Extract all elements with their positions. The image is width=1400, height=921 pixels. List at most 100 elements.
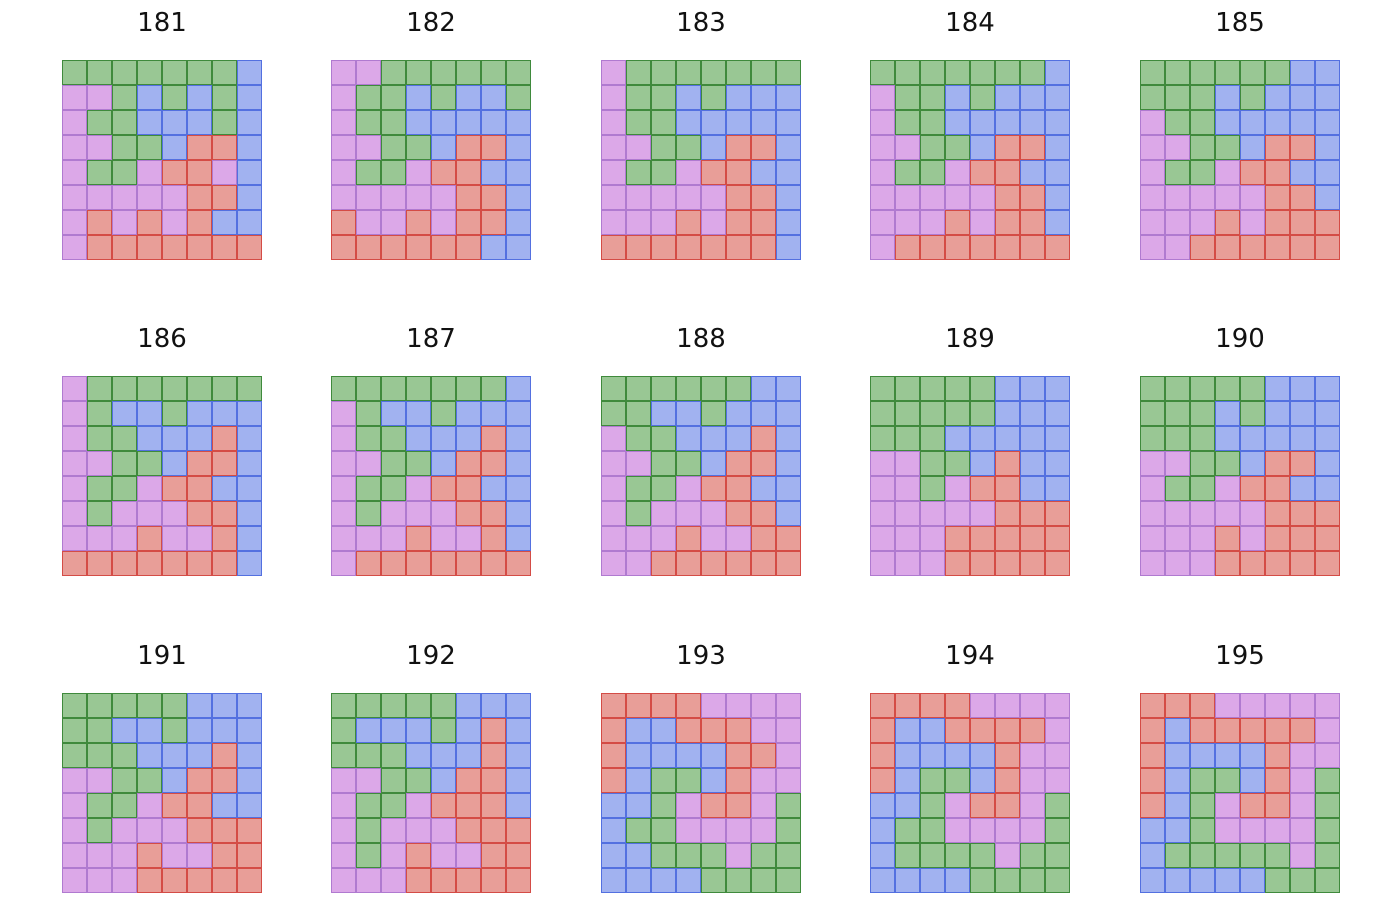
- grid-cell: [112, 768, 137, 793]
- grid-cell: [1215, 235, 1240, 260]
- grid-cell: [431, 526, 456, 551]
- grid-cell: [945, 210, 970, 235]
- grid-cell: [970, 376, 995, 401]
- grid-cell: [1215, 451, 1240, 476]
- grid-cell: [776, 868, 801, 893]
- grid-cell: [1190, 476, 1215, 501]
- grid-cell: [356, 818, 381, 843]
- grid-cell: [137, 235, 162, 260]
- grid-cell: [431, 451, 456, 476]
- grid-cell: [1165, 793, 1190, 818]
- grid-cell: [1215, 793, 1240, 818]
- grid-cell: [895, 60, 920, 85]
- grid-cell: [162, 135, 187, 160]
- grid-cell: [895, 85, 920, 110]
- grid-cell: [331, 501, 356, 526]
- grid-cell: [187, 135, 212, 160]
- grid-cell: [945, 426, 970, 451]
- grid-cell: [1290, 160, 1315, 185]
- grid-cell: [87, 235, 112, 260]
- grid-cell: [356, 693, 381, 718]
- grid-cell: [676, 693, 701, 718]
- grid-cell: [945, 501, 970, 526]
- grid-cell: [751, 451, 776, 476]
- grid-cell: [920, 793, 945, 818]
- grid-cell: [970, 210, 995, 235]
- grid-cell: [1045, 768, 1070, 793]
- grid-cell: [87, 160, 112, 185]
- grid-cell: [870, 60, 895, 85]
- color-grid: [331, 60, 531, 260]
- grid-cell: [87, 768, 112, 793]
- grid-cell: [1140, 235, 1165, 260]
- grid-cell: [456, 551, 481, 576]
- grid-cell: [1240, 818, 1265, 843]
- grid-cell: [331, 135, 356, 160]
- grid-cell: [1045, 551, 1070, 576]
- grid-cell: [701, 526, 726, 551]
- grid-cell: [1020, 768, 1045, 793]
- grid-cell: [701, 451, 726, 476]
- grid-cell: [1045, 60, 1070, 85]
- grid-cell: [162, 401, 187, 426]
- grid-cell: [1215, 743, 1240, 768]
- grid-cell: [381, 110, 406, 135]
- grid-cell: [945, 843, 970, 868]
- grid-cell: [1165, 768, 1190, 793]
- grid-cell: [626, 476, 651, 501]
- grid-cell: [87, 135, 112, 160]
- grid-cell: [776, 135, 801, 160]
- grid-cell: [995, 476, 1020, 501]
- grid-cell: [651, 401, 676, 426]
- grid-cell: [1265, 376, 1290, 401]
- grid-cell: [920, 60, 945, 85]
- grid-cell: [112, 818, 137, 843]
- grid-cell: [62, 210, 87, 235]
- panel: 182: [331, 0, 531, 262]
- grid-cell: [701, 476, 726, 501]
- grid-cell: [1190, 743, 1215, 768]
- grid-cell: [945, 551, 970, 576]
- grid-cell: [212, 476, 237, 501]
- grid-cell: [920, 85, 945, 110]
- grid-cell: [676, 85, 701, 110]
- grid-cell: [676, 843, 701, 868]
- grid-cell: [431, 160, 456, 185]
- grid-cell: [995, 526, 1020, 551]
- grid-cell: [1020, 235, 1045, 260]
- grid-cell: [751, 501, 776, 526]
- grid-cell: [895, 718, 920, 743]
- grid-cell: [356, 60, 381, 85]
- grid-cell: [1020, 868, 1045, 893]
- panel-title: 186: [137, 324, 187, 354]
- grid-cell: [970, 551, 995, 576]
- grid-cell: [870, 551, 895, 576]
- grid-cell: [601, 60, 626, 85]
- grid-cell: [381, 85, 406, 110]
- grid-cell: [726, 135, 751, 160]
- grid-cell: [995, 501, 1020, 526]
- grid-cell: [995, 235, 1020, 260]
- grid-cell: [676, 793, 701, 818]
- grid-cell: [331, 818, 356, 843]
- grid-cell: [945, 85, 970, 110]
- grid-cell: [237, 160, 262, 185]
- grid-cell: [406, 376, 431, 401]
- grid-cell: [212, 693, 237, 718]
- grid-cell: [726, 793, 751, 818]
- grid-cell: [212, 868, 237, 893]
- panel: 194: [870, 633, 1070, 895]
- grid-cell: [601, 818, 626, 843]
- grid-cell: [920, 185, 945, 210]
- grid-cell: [406, 868, 431, 893]
- grid-cell: [481, 768, 506, 793]
- grid-cell: [112, 451, 137, 476]
- grid-cell: [970, 793, 995, 818]
- grid-cell: [870, 451, 895, 476]
- grid-cell: [62, 818, 87, 843]
- grid-cell: [626, 868, 651, 893]
- grid-cell: [751, 235, 776, 260]
- panel-title: 182: [406, 8, 456, 38]
- grid-cell: [970, 160, 995, 185]
- grid-cell: [212, 551, 237, 576]
